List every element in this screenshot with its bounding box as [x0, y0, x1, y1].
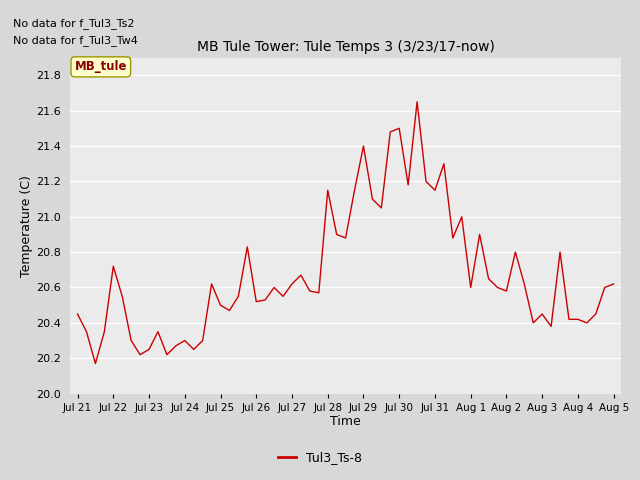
Legend: Tul3_Ts-8: Tul3_Ts-8 — [273, 446, 367, 469]
Text: No data for f_Tul3_Tw4: No data for f_Tul3_Tw4 — [13, 35, 138, 46]
X-axis label: Time: Time — [330, 415, 361, 429]
Y-axis label: Temperature (C): Temperature (C) — [20, 175, 33, 276]
Title: MB Tule Tower: Tule Temps 3 (3/23/17-now): MB Tule Tower: Tule Temps 3 (3/23/17-now… — [196, 40, 495, 54]
Text: No data for f_Tul3_Ts2: No data for f_Tul3_Ts2 — [13, 18, 134, 29]
Text: MB_tule: MB_tule — [75, 60, 127, 73]
